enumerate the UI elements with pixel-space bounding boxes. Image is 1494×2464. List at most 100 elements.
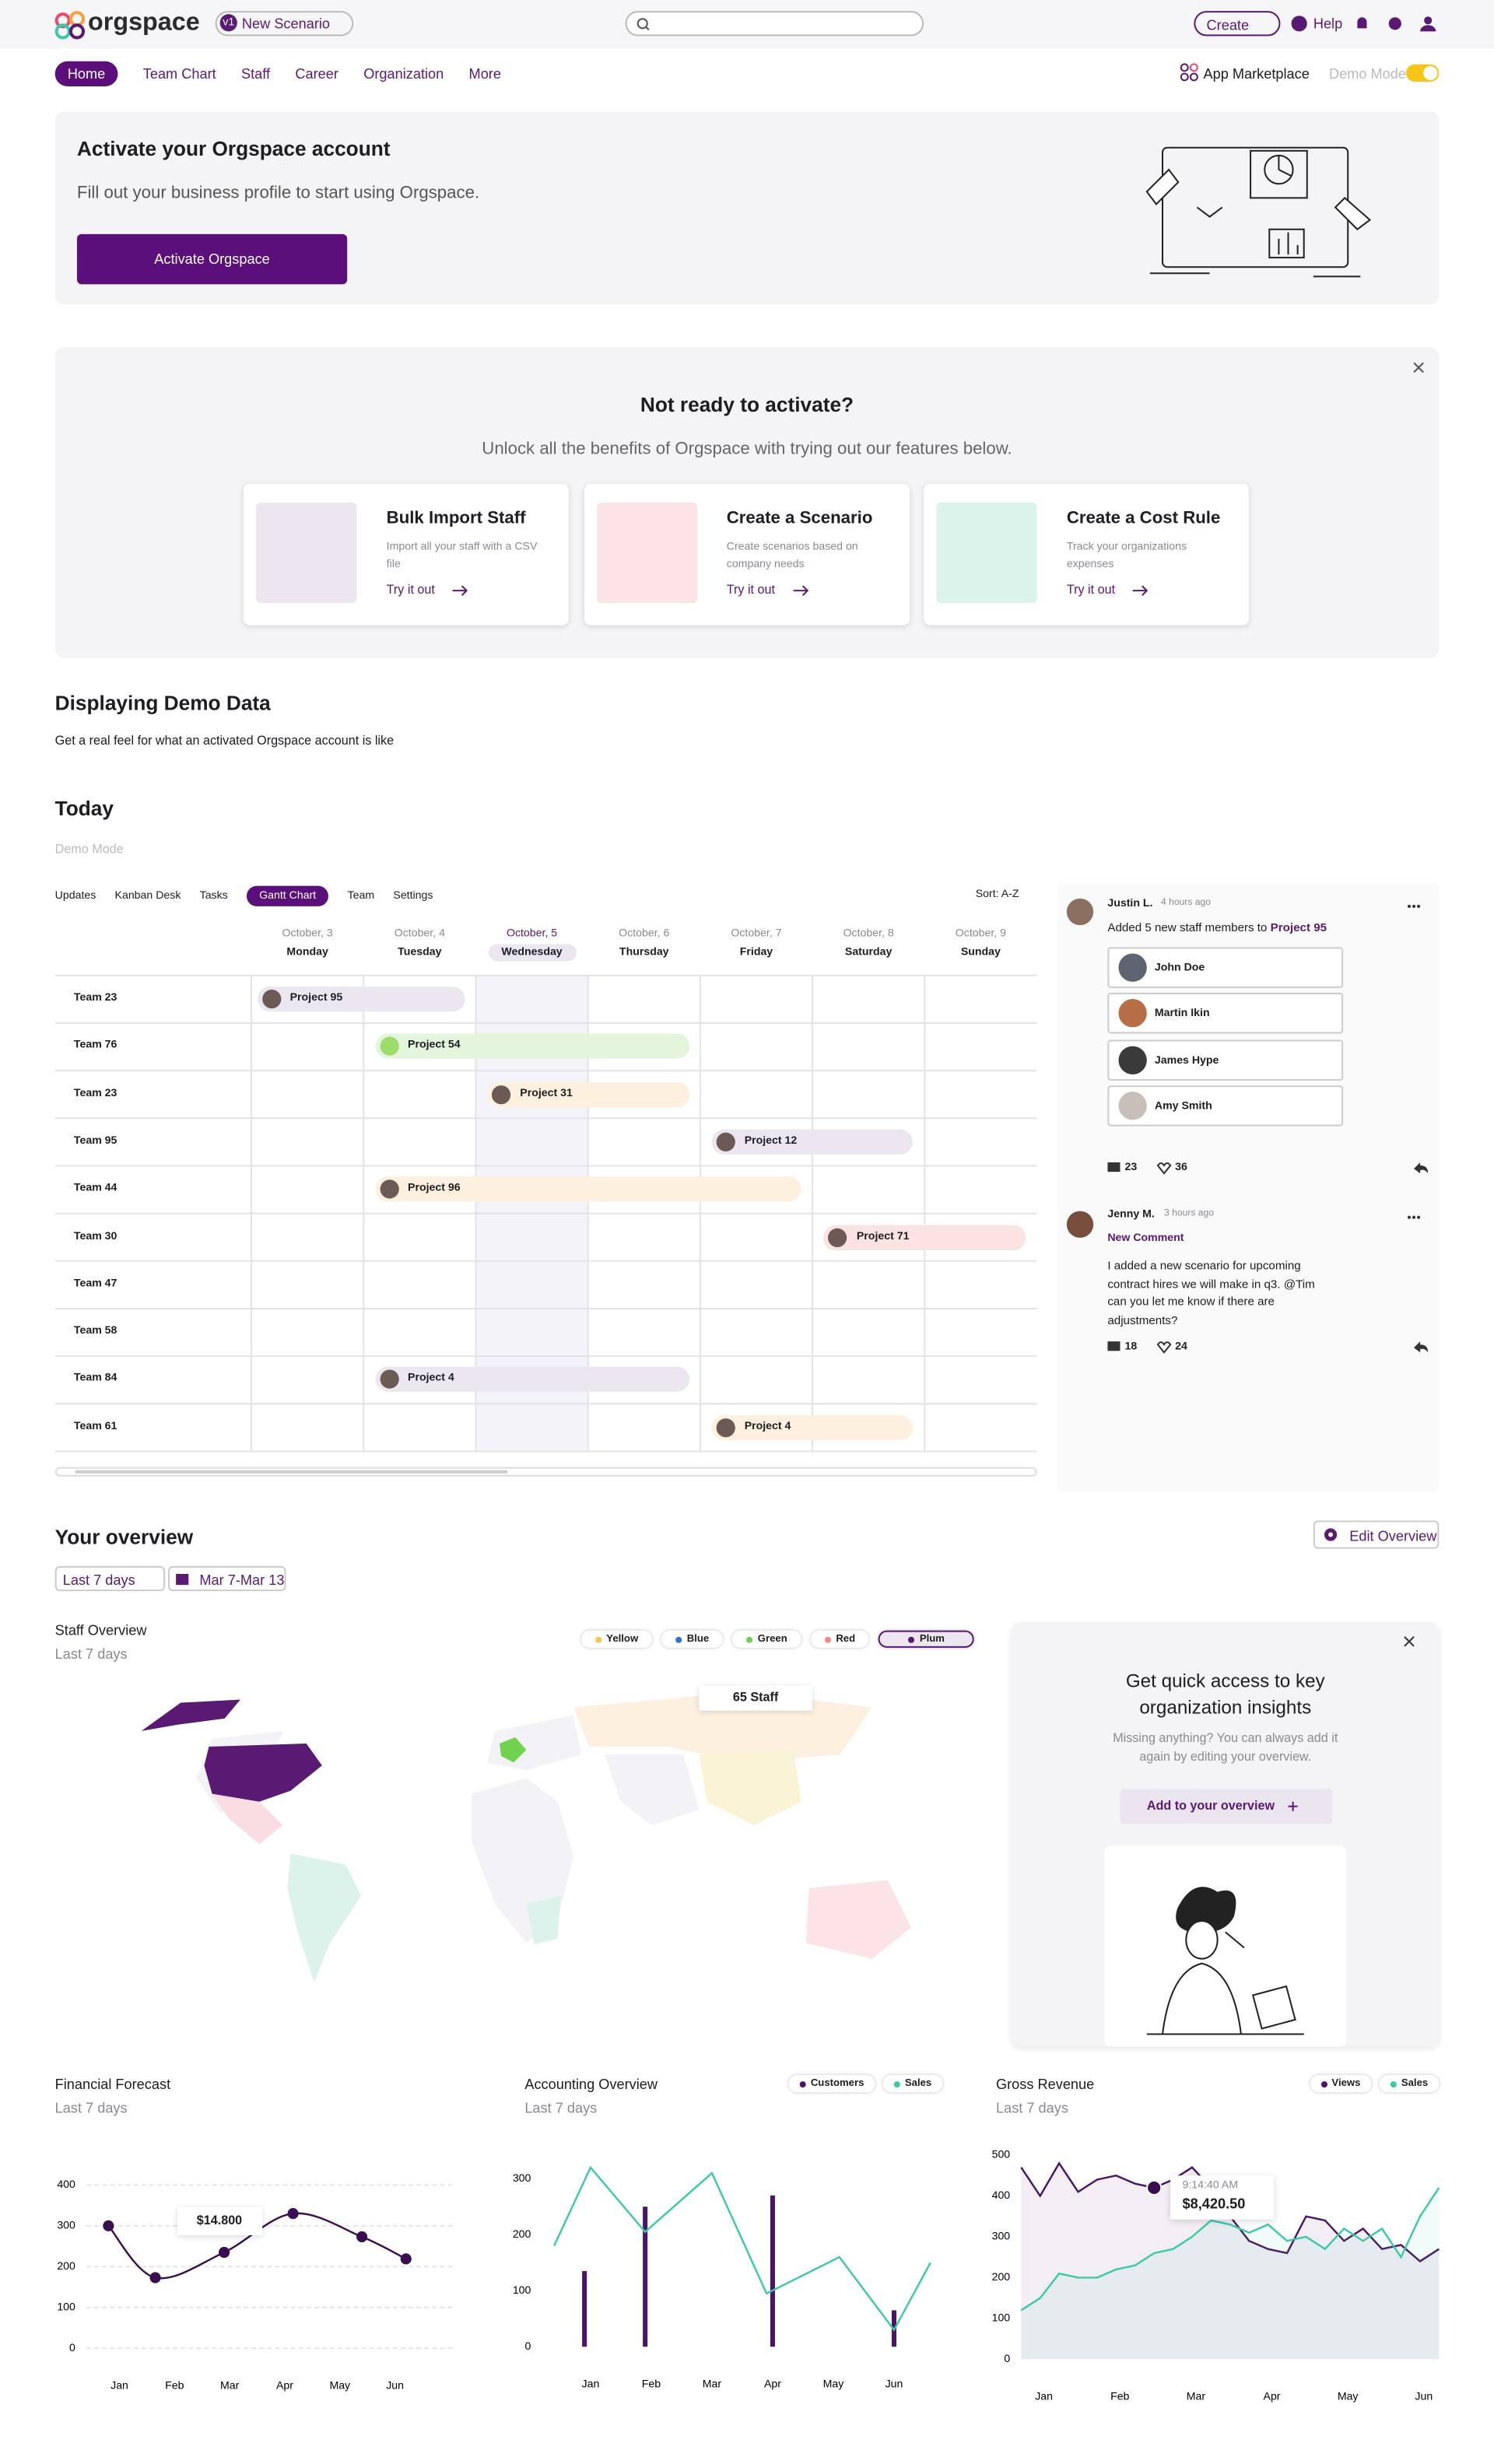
legend-item[interactable]: Yellow [581,1630,653,1648]
legend-item[interactable]: Customers [788,2075,875,2093]
activate-button[interactable]: Activate Orgspace [76,233,348,285]
avatar [379,1370,398,1390]
team-label: Team 76 [73,1040,117,1052]
scenario-select[interactable] [215,11,354,37]
comment-label: New Comment [1107,1232,1184,1244]
logo-icon [54,11,86,40]
gantt-bar [257,986,465,1012]
day-name: Saturday [844,947,893,959]
promo-title: Not ready to activate? [640,392,854,417]
close-icon[interactable] [1411,359,1426,375]
nav-tab[interactable]: More [468,65,501,82]
search-box[interactable] [625,11,924,37]
feature-link[interactable]: Try it out [386,583,435,598]
stat-icons [1107,1341,1429,1354]
insight-illustration [1146,1887,1304,2035]
header-icons [1357,16,1436,32]
gantt-tab[interactable]: Team [347,890,375,902]
gantt-tab[interactable]: Gantt Chart [247,885,329,906]
point [287,2208,299,2220]
feature-link[interactable]: Try it out [1066,583,1116,598]
feature-link[interactable]: Try it out [726,583,775,598]
comment-text: I added a new scenario for upcoming cont… [1107,1258,1315,1327]
help-link[interactable]: Help [1313,16,1343,32]
legend-item[interactable]: Green [732,1630,801,1648]
project-label: Project 95 [289,992,343,1004]
legend-label: Customers [810,2078,864,2090]
activate-title: Activate your Orgspace account [76,136,391,160]
y-tick-label: 100 [992,2312,1011,2324]
date-picker[interactable]: Mar 7-Mar 13 [168,1565,286,1592]
insight-button[interactable]: Add to your overview [1120,1789,1333,1824]
today-title: Today [54,796,114,820]
legend-swatch [825,1635,832,1642]
time: 4 hours ago [1160,898,1211,908]
feature-text: Create scenarios based on company needs [726,542,858,570]
nav-tab[interactable]: Staff [241,65,271,82]
legend-label: Plum [919,1633,945,1645]
day-date: October, 4 [394,928,445,940]
staff-item [1107,947,1344,988]
comment-link[interactable]: Project 95 [1270,920,1327,935]
gantt-bar [374,1034,689,1060]
dot [1412,904,1416,908]
arrow [1132,585,1149,596]
nav-tab[interactable]: Home [54,61,118,87]
promo-subtitle: Unlock all the benefits of Orgspace with… [482,440,1012,459]
marketplace-link[interactable]: App Marketplace [1203,65,1310,82]
activate-illustration [1145,146,1372,278]
create-button[interactable]: Create [1194,11,1281,37]
legend-item[interactable]: Blue [661,1630,724,1648]
nav-tab[interactable]: Team Chart [142,65,216,82]
chart-subtitle: Last 7 days [524,2100,598,2116]
y-tick-label: 200 [57,2259,75,2272]
stat-icons [1107,1162,1429,1175]
project-label: Project 4 [744,1421,791,1432]
y-tick-label: 100 [57,2301,75,2313]
point [103,2220,114,2231]
range-select[interactable]: Last 7 days [54,1565,165,1592]
x-tick-label: Jan [582,2377,600,2389]
feature-illustration [256,503,357,604]
day-name: Monday [286,947,328,959]
x-tick-label: Jun [886,2377,903,2389]
gantt-tab[interactable]: Settings [393,890,433,902]
bar [643,2206,648,2347]
gantt-tab[interactable]: Tasks [199,890,228,902]
dot [1407,904,1411,908]
sort-button[interactable]: Sort: A-Z [975,889,1019,900]
gantt-tab[interactable]: Kanban Desk [114,890,181,902]
nav-tab[interactable]: Career [295,65,338,82]
gantt-tab[interactable]: Updates [54,890,96,902]
demo-mode-label: Demo Mode [1329,65,1407,82]
legend-item[interactable]: Sales [1379,2075,1440,2093]
insight-text: Missing anything? You can always add it … [1113,1730,1338,1765]
y-tick-label: 0 [69,2341,75,2354]
comment-text: Added 5 new staff members to Project 95 [1107,920,1327,934]
team-label: Team 61 [73,1421,117,1432]
insight-close[interactable] [1401,1634,1417,1649]
legend-swatch [1320,2080,1327,2087]
staff-name: Amy Smith [1154,1101,1212,1113]
x-tick-label: May [823,2377,845,2389]
team-label: Team 95 [73,1135,117,1147]
nav-tab[interactable]: Organization [363,65,444,82]
arrow-icon [1132,585,1149,596]
tooltip-time: 9:14:40 AM [1182,2179,1239,2191]
x-tick-label: Jan [1035,2390,1053,2403]
edit-overview-button[interactable]: Edit Overview [1313,1520,1440,1549]
chart-title: Gross Revenue [996,2077,1095,2093]
avatar [1118,999,1147,1028]
legend-item[interactable]: Red [811,1630,870,1648]
x-tick-label: Apr [276,2378,293,2391]
legend-item[interactable]: Views [1310,2075,1372,2093]
legend-item[interactable]: Sales [882,2075,943,2093]
day-name: Friday [739,947,773,959]
map-annotation: 65 Staff [699,1685,812,1711]
legend-item[interactable]: Plum [879,1630,975,1648]
avatar [716,1132,735,1151]
chart-subtitle: Last 7 days [54,2100,128,2116]
demo-toggle[interactable] [1405,64,1440,82]
marketplace-icon [1180,63,1198,82]
scrollbar[interactable] [54,1467,1037,1477]
